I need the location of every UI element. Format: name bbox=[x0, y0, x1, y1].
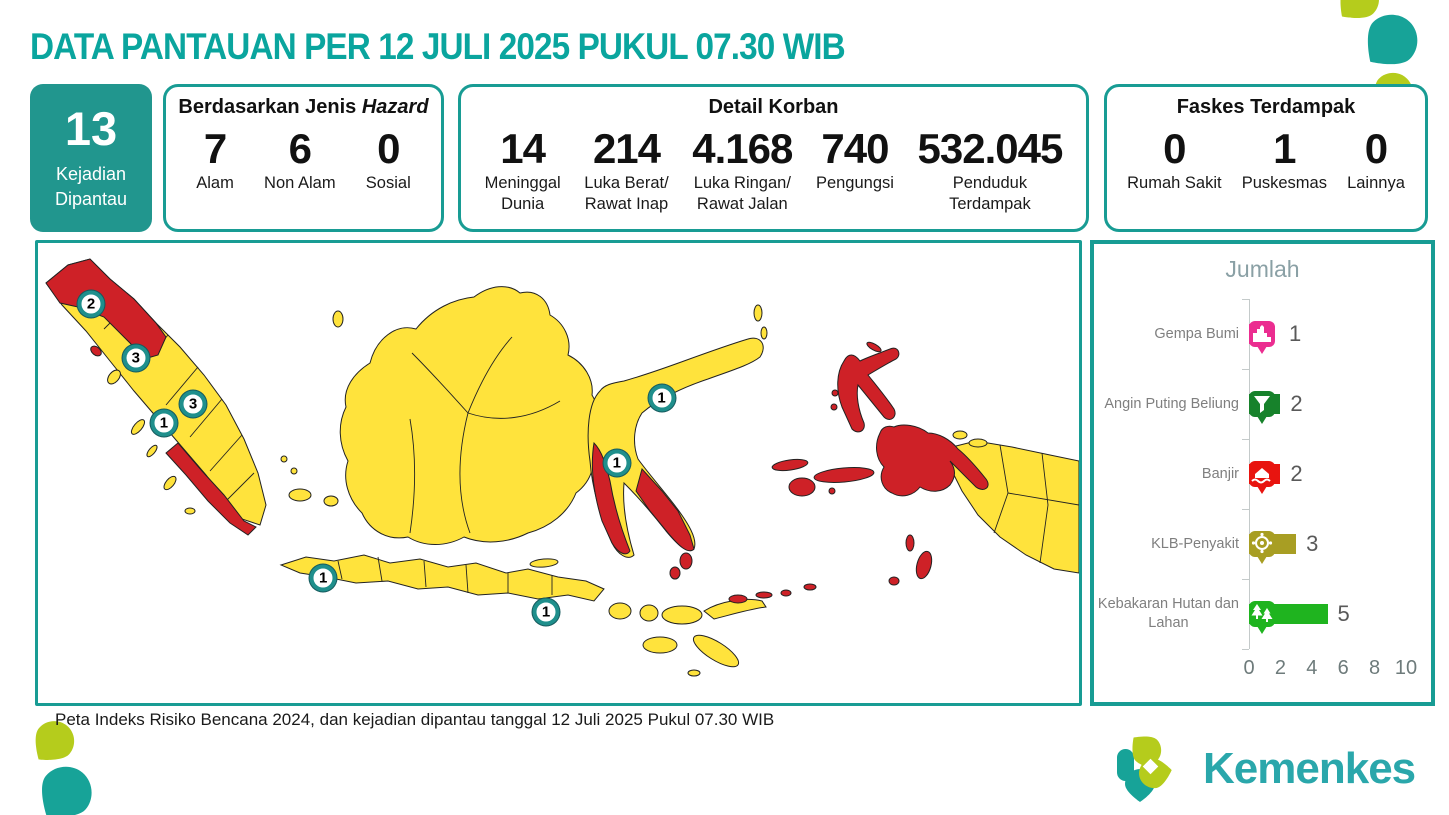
chart-value-label: 2 bbox=[1290, 391, 1303, 416]
tornado-icon bbox=[1247, 389, 1277, 432]
axis-tick-mark bbox=[1242, 299, 1249, 300]
faskes-card-title: Faskes Terdampak bbox=[1176, 96, 1356, 118]
stat-pengungsi: 740 Pengungsi bbox=[815, 125, 894, 193]
card-faskes-terdampak: Faskes Terdampak 0 Rumah Sakit 1 Puskesm… bbox=[1104, 84, 1428, 232]
disease-outbreak-icon bbox=[1247, 529, 1277, 572]
axis-tick-mark bbox=[1242, 649, 1249, 650]
chart-value-label: 3 bbox=[1306, 531, 1319, 556]
kejadian-count: 13 bbox=[64, 102, 118, 156]
map-marker-bali-nusa-tenggara: 1 bbox=[532, 598, 560, 626]
chart-value-label: 5 bbox=[1337, 601, 1350, 626]
map-marker-sumatera-utara: 3 bbox=[122, 344, 150, 372]
chart-category-label: Kebakaran Hutan dan Lahan bbox=[1097, 596, 1239, 631]
map-marker-riau: 3 bbox=[179, 390, 207, 418]
map-marker-jawa-barat: 1 bbox=[309, 564, 337, 592]
axis-tick-mark bbox=[1242, 579, 1249, 580]
stat-rumah-sakit: 0 Rumah Sakit bbox=[1127, 125, 1222, 193]
axis-tick-mark bbox=[1242, 439, 1249, 440]
stat-meninggal: 14 Meninggal Dunia bbox=[484, 125, 561, 213]
chart-title: Jumlah bbox=[1225, 256, 1300, 282]
stat-alam: 7 Alam bbox=[196, 125, 234, 193]
kemenkes-logo-icon bbox=[1117, 736, 1172, 802]
kemenkes-wordmark: Kemenkes bbox=[1203, 744, 1416, 793]
earthquake-icon bbox=[1247, 319, 1277, 362]
stat-luka-ringan: 4.168 Luka Ringan/ Rawat Jalan bbox=[692, 125, 793, 213]
chart-category-label: KLB-Penyakit bbox=[1151, 535, 1239, 552]
korban-card-title: Detail Korban bbox=[708, 96, 839, 118]
forest-fire-icon bbox=[1247, 599, 1277, 642]
x-axis-tick-label: 0 bbox=[1243, 657, 1255, 679]
kejadian-label: Kejadian Dipantau bbox=[54, 164, 128, 209]
stat-puskesmas: 1 Puskesmas bbox=[1241, 125, 1327, 193]
stat-non-alam: 6 Non Alam bbox=[264, 125, 336, 193]
flood-icon bbox=[1247, 459, 1277, 502]
chart-category-label: Angin Puting Beliung bbox=[1104, 395, 1239, 412]
x-axis-tick-label: 4 bbox=[1306, 657, 1318, 679]
stat-sosial: 0 Sosial bbox=[365, 125, 411, 193]
map-marker-sumatera-barat: 1 bbox=[150, 409, 178, 437]
kemenkes-brand: Kemenkes bbox=[1115, 733, 1416, 805]
page-title: DATA PANTAUAN PER 12 JULI 2025 PUKUL 07.… bbox=[30, 26, 846, 67]
indonesia-map bbox=[45, 258, 1079, 677]
x-axis-tick-label: 6 bbox=[1337, 657, 1349, 679]
card-kejadian-dipantau: 13 Kejadian Dipantau bbox=[30, 84, 152, 232]
card-jenis-hazard: Berdasarkan Jenis Hazard 7 Alam 6 Non Al… bbox=[163, 84, 444, 232]
x-axis-tick-label: 2 bbox=[1274, 657, 1286, 679]
chart-category-label: Gempa Bumi bbox=[1154, 325, 1239, 342]
axis-tick-mark bbox=[1242, 509, 1249, 510]
jumlah-chart-panel: Jumlah Gempa Bumi 1 Angin Puting Beliung 2 B… bbox=[1090, 240, 1435, 706]
stat-lainnya: 0 Lainnya bbox=[1347, 125, 1405, 193]
map-marker-aceh: 2 bbox=[77, 290, 105, 318]
hazard-card-title: Berdasarkan Jenis Hazard bbox=[178, 96, 429, 118]
chart-category-label: Banjir bbox=[1201, 465, 1239, 482]
card-detail-korban: Detail Korban 14 Meninggal Dunia 214 Luk… bbox=[458, 84, 1089, 232]
map-marker-gorontalo: 1 bbox=[648, 384, 676, 412]
x-axis-tick-label: 10 bbox=[1394, 657, 1418, 679]
chart-value-label: 1 bbox=[1289, 321, 1302, 346]
map-caption: Peta Indeks Risiko Bencana 2024, dan kej… bbox=[55, 710, 775, 729]
bar-chart-plot: Gempa Bumi 1 Angin Puting Beliung 2 Banjir 2 K… bbox=[1094, 244, 1431, 702]
x-axis-tick-label: 8 bbox=[1369, 657, 1381, 679]
chart-value-label: 2 bbox=[1290, 461, 1303, 486]
stat-luka-berat: 214 Luka Berat/ Rawat Inap bbox=[584, 125, 669, 213]
axis-tick-mark bbox=[1242, 369, 1249, 370]
stat-penduduk-terdampak: 532.045 Penduduk Terdampak bbox=[917, 125, 1064, 213]
map-marker-sulawesi-tengah: 1 bbox=[603, 449, 631, 477]
